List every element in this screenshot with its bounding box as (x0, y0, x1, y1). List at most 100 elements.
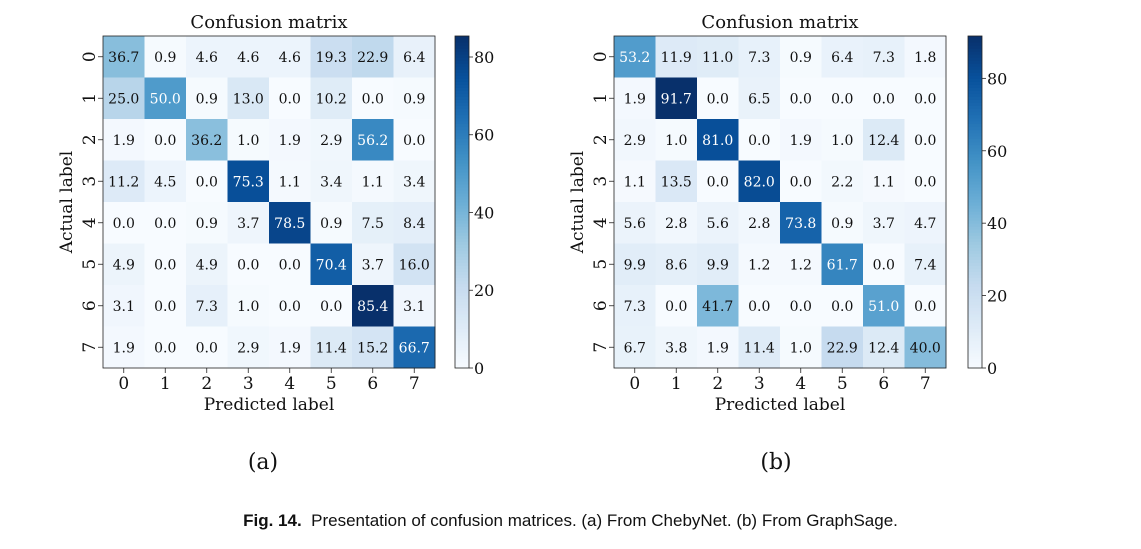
heatmap-cell (738, 77, 781, 120)
heatmap-cell (614, 160, 656, 203)
cell-value-label: 0.0 (154, 133, 176, 149)
cell-value-label: 1.9 (790, 133, 812, 149)
heatmap-cell (863, 243, 905, 286)
colorbar-segment (968, 250, 982, 254)
colorbar-segment (455, 205, 469, 209)
heatmap-cell (780, 326, 822, 369)
cell-value-label: 15.2 (357, 340, 388, 356)
heatmap-cell (863, 36, 905, 78)
colorbar-segment (455, 364, 469, 369)
heatmap-cell (697, 36, 739, 78)
colorbar-segment (968, 289, 982, 294)
heatmap-cell (738, 160, 781, 203)
colorbar-frame (454, 35, 470, 369)
colorbar-segment (968, 150, 982, 155)
colorbar-segment (968, 54, 982, 58)
plot-frame (102, 35, 436, 369)
colorbar-segment (968, 205, 982, 209)
heatmap-cell (614, 285, 656, 327)
heatmap-cell (227, 326, 270, 369)
colorbar-segment (455, 162, 469, 167)
colorbar-segment (455, 355, 469, 360)
heatmap-cell (352, 77, 394, 120)
colorbar-segment (968, 162, 982, 167)
x-tick-label: 1 (160, 374, 171, 394)
cell-value-label: 0.0 (154, 216, 176, 232)
colorbar-segment (968, 111, 982, 116)
colorbar-tick-label: 0 (987, 359, 997, 378)
cell-value-label: 70.4 (316, 257, 347, 273)
heatmap-cell (821, 243, 864, 286)
colorbar-segment (455, 208, 469, 212)
heatmap-cell (863, 202, 905, 244)
x-tick-label: 6 (878, 374, 889, 394)
colorbar-segment (968, 84, 982, 88)
colorbar-segment (968, 238, 982, 242)
colorbar-segment (968, 295, 982, 300)
cell-value-label: 61.7 (827, 257, 858, 273)
heatmap-cell (227, 243, 270, 286)
colorbar-segment (968, 259, 982, 263)
heatmap-cell (144, 77, 187, 120)
heatmap-cell (269, 77, 311, 120)
y-tick-label: 7 (591, 342, 611, 353)
heatmap-cell (821, 202, 864, 244)
x-tick-label: 2 (712, 374, 723, 394)
cell-value-label: 1.0 (831, 133, 853, 149)
colorbar-segment (455, 223, 469, 227)
colorbar-segment (455, 117, 469, 122)
colorbar-tick-label: 80 (987, 69, 1007, 88)
cell-value-label: 1.8 (914, 50, 936, 66)
colorbar-segment (968, 144, 982, 149)
cell-value-label: 8.4 (403, 216, 425, 232)
cell-value-label: 51.0 (868, 299, 899, 315)
colorbar-segment (455, 271, 469, 276)
colorbar-segment (968, 271, 982, 276)
cell-value-label: 1.0 (665, 133, 687, 149)
colorbar-segment (455, 159, 469, 164)
cell-value-label: 6.4 (831, 50, 853, 66)
colorbar-segment (455, 180, 469, 185)
cell-value-label: 11.2 (108, 174, 139, 190)
colorbar-segment (455, 165, 469, 170)
colorbar-segment (455, 253, 469, 257)
colorbar-segment (968, 180, 982, 185)
colorbar-segment (968, 72, 982, 76)
heatmap-cell (697, 285, 739, 327)
colorbar-segment (455, 54, 469, 58)
colorbar-tick-label: 40 (987, 214, 1007, 233)
heatmap-cell (393, 160, 436, 203)
y-tick-label: 0 (591, 51, 611, 62)
colorbar-segment (968, 364, 982, 369)
cell-value-label: 56.2 (357, 133, 388, 149)
cell-value-label: 2.9 (624, 133, 646, 149)
colorbar-segment (455, 292, 469, 297)
heatmap-cell (393, 243, 436, 286)
cell-value-label: 0.0 (790, 299, 812, 315)
colorbar-segment (455, 123, 469, 128)
colorbar-segment (968, 69, 982, 73)
heatmap-cell (352, 326, 394, 369)
heatmap-cell (655, 160, 698, 203)
colorbar-segment (968, 45, 982, 49)
cell-value-label: 41.7 (702, 299, 733, 315)
cell-value-label: 0.0 (748, 299, 770, 315)
colorbar-segment (455, 108, 469, 113)
colorbar-segment (968, 87, 982, 91)
colorbar-segment (455, 340, 469, 345)
cell-value-label: 5.6 (707, 216, 729, 232)
heatmap-cell (614, 36, 656, 78)
heatmap-cell (103, 285, 145, 327)
heatmap-cell (227, 36, 270, 78)
colorbar-segment (455, 250, 469, 254)
cell-value-label: 0.0 (914, 91, 936, 107)
cell-value-label: 1.1 (624, 174, 646, 190)
colorbar-segment (968, 343, 982, 348)
colorbar-segment (968, 307, 982, 312)
heatmap-cell (393, 119, 436, 161)
colorbar-segment (968, 241, 982, 245)
colorbar-segment (455, 42, 469, 46)
colorbar-segment (968, 220, 982, 224)
colorbar-segment (455, 141, 469, 146)
